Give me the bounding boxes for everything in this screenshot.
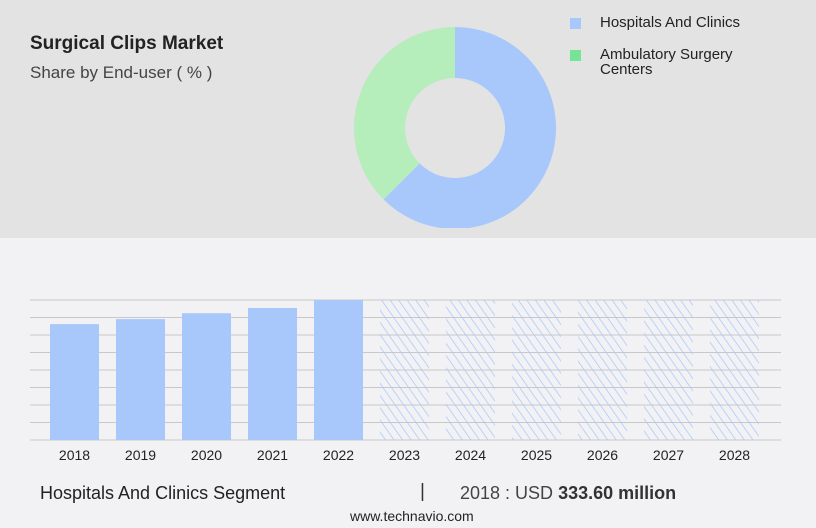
x-tick-label: 2023	[389, 447, 420, 463]
x-tick-label: 2021	[257, 447, 288, 463]
forecast-bar-2023	[380, 300, 429, 440]
x-tick-label: 2019	[125, 447, 156, 463]
x-tick-label: 2025	[521, 447, 552, 463]
value-prefix: 2018 : USD	[460, 483, 559, 503]
bar-2022	[314, 300, 363, 440]
legend-swatch	[570, 18, 581, 29]
chart-subtitle: Share by End-user ( % )	[30, 63, 213, 82]
forecast-bar-2026	[578, 300, 627, 440]
value-amount: 333.60 million	[558, 483, 677, 503]
x-tick-label: 2020	[191, 447, 222, 463]
forecast-bar-2025	[512, 300, 561, 440]
source-link[interactable]: www.technavio.com	[350, 508, 474, 524]
legend-item: Ambulatory Surgery Centers	[570, 47, 770, 77]
legend-swatch	[570, 50, 581, 61]
bar-2020	[182, 313, 231, 440]
forecast-bar-2024	[446, 300, 495, 440]
x-tick-label: 2024	[455, 447, 486, 463]
legend-label: Hospitals And Clinics	[600, 14, 741, 31]
forecast-bar-2027	[644, 300, 693, 440]
x-tick-label: 2018	[59, 447, 90, 463]
bar-2021	[248, 307, 297, 440]
x-tick-label: 2022	[323, 447, 354, 463]
legend-label: Ambulatory Surgery Centers	[600, 46, 733, 78]
bar-2019	[116, 319, 165, 440]
separator: |	[420, 481, 425, 502]
x-tick-label: 2027	[653, 447, 684, 463]
segment-label: Hospitals And Clinics Segment	[40, 483, 286, 503]
x-tick-label: 2026	[587, 447, 618, 463]
chart-title: Surgical Clips Market	[30, 33, 224, 54]
forecast-bar-2028	[710, 300, 759, 440]
x-tick-label: 2028	[719, 447, 750, 463]
bar-2018	[50, 324, 99, 440]
donut-slice	[353, 27, 455, 200]
legend: Hospitals And Clinics Ambulatory Surgery…	[570, 15, 770, 94]
donut-slice	[383, 27, 556, 228]
segment-value: 2018 : USD 333.60 million	[460, 483, 676, 504]
legend-item: Hospitals And Clinics	[570, 15, 770, 30]
